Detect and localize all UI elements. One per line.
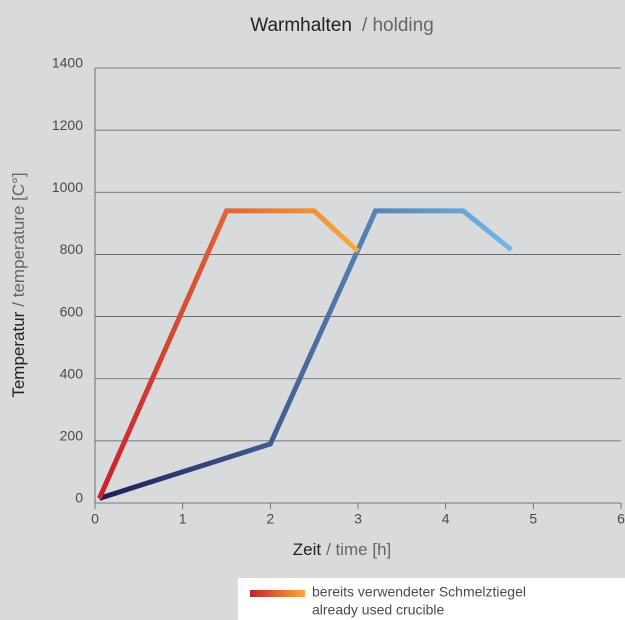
xlabel-main: Zeit bbox=[293, 540, 322, 559]
y-tick-label: 1200 bbox=[52, 117, 83, 133]
y-tick-label: 0 bbox=[75, 490, 83, 506]
series-line bbox=[97, 208, 360, 500]
y-tick-label: 600 bbox=[60, 303, 84, 319]
chart-title: Warmhalten / holding bbox=[250, 15, 434, 36]
y-tick-label: 1400 bbox=[52, 55, 83, 71]
x-tick-label: 0 bbox=[91, 511, 99, 527]
legend-label-en: already used crucible bbox=[312, 602, 445, 618]
y-tick-label: 800 bbox=[60, 241, 84, 257]
legend-label: bereits verwendeter Schmelztiegel bbox=[312, 584, 526, 600]
series-line bbox=[98, 208, 513, 501]
x-tick-label: 6 bbox=[617, 511, 625, 527]
x-tick-label: 2 bbox=[266, 511, 274, 527]
x-tick-label: 5 bbox=[529, 511, 537, 527]
x-tick-label: 4 bbox=[442, 511, 450, 527]
x-axis-label: Zeit / time [h] bbox=[293, 540, 392, 559]
title-sub: / holding bbox=[362, 15, 434, 36]
y-tick-label: 1000 bbox=[52, 179, 83, 195]
y-tick-label: 400 bbox=[60, 365, 84, 381]
xlabel-sub: / time [h] bbox=[326, 540, 391, 559]
ylabel-sub: / temperature [C°] bbox=[9, 172, 28, 306]
y-axis-label: Temperatur / temperature [C°] bbox=[9, 172, 28, 397]
legend-box bbox=[238, 578, 625, 620]
ylabel-main: Temperatur bbox=[9, 311, 28, 397]
title-main: Warmhalten bbox=[250, 15, 352, 36]
legend-swatch bbox=[250, 590, 305, 597]
x-tick-label: 1 bbox=[179, 511, 187, 527]
x-tick-label: 3 bbox=[354, 511, 362, 527]
y-tick-label: 200 bbox=[60, 428, 84, 444]
